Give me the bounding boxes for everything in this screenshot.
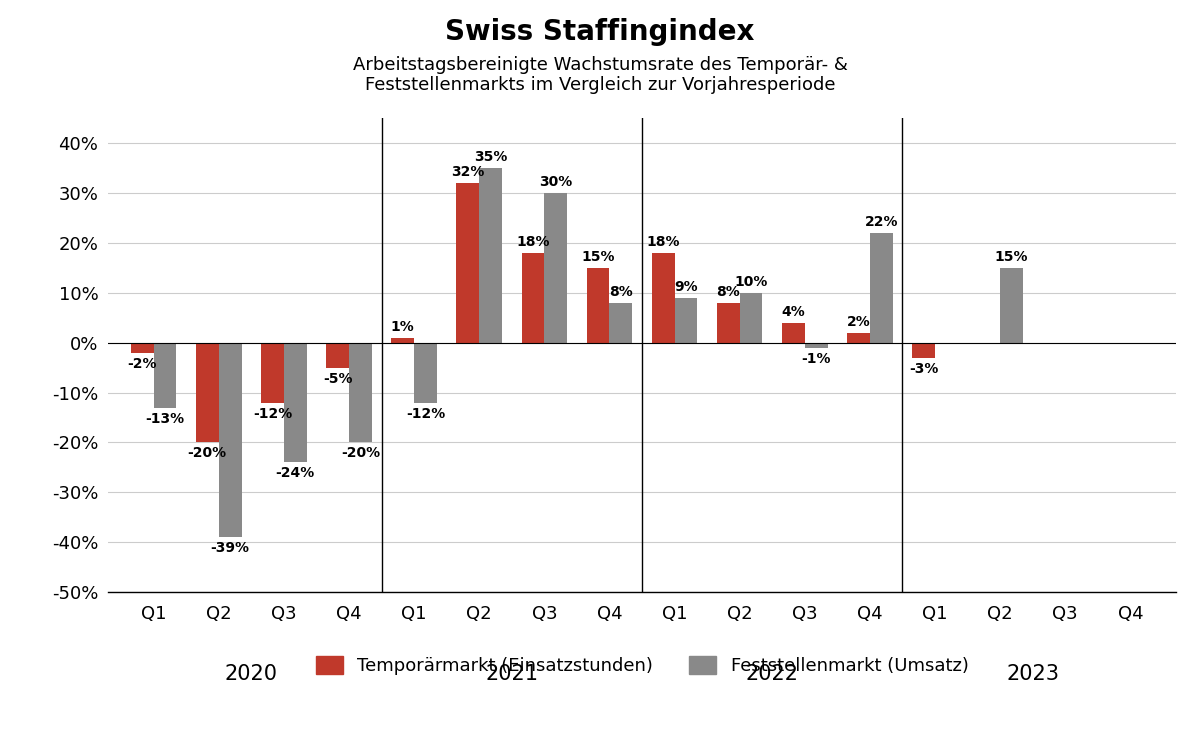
- Text: 9%: 9%: [674, 280, 697, 294]
- Bar: [912, 343, 935, 357]
- Bar: [196, 343, 218, 443]
- Text: -20%: -20%: [187, 446, 227, 460]
- Text: 2021: 2021: [485, 665, 539, 684]
- Bar: [131, 343, 154, 353]
- Text: 22%: 22%: [864, 215, 898, 229]
- Bar: [674, 298, 697, 343]
- Bar: [154, 343, 176, 408]
- Bar: [805, 343, 828, 348]
- Bar: [391, 337, 414, 343]
- Bar: [716, 303, 739, 343]
- Text: Swiss Staffingindex: Swiss Staffingindex: [445, 18, 755, 47]
- Bar: [1000, 268, 1022, 343]
- Bar: [479, 168, 502, 343]
- Text: Arbeitstagsbereinigte Wachstumsrate des Temporär- &
Feststellenmarkts im Verglei: Arbeitstagsbereinigte Wachstumsrate des …: [353, 56, 847, 94]
- Bar: [414, 343, 437, 403]
- Text: -1%: -1%: [802, 352, 830, 366]
- Bar: [652, 253, 674, 343]
- Text: 18%: 18%: [647, 235, 680, 249]
- Text: 15%: 15%: [995, 250, 1028, 264]
- Text: 2023: 2023: [1007, 665, 1060, 684]
- Bar: [782, 323, 805, 343]
- Bar: [739, 293, 762, 343]
- Text: -5%: -5%: [323, 371, 353, 386]
- Bar: [610, 303, 632, 343]
- Bar: [349, 343, 372, 443]
- Text: -39%: -39%: [211, 541, 250, 555]
- Text: -12%: -12%: [253, 406, 292, 420]
- Text: -24%: -24%: [276, 466, 314, 480]
- Bar: [326, 343, 349, 368]
- Bar: [456, 184, 479, 343]
- Bar: [847, 333, 870, 343]
- Bar: [545, 193, 568, 343]
- Text: 8%: 8%: [608, 285, 632, 299]
- Text: -2%: -2%: [127, 357, 157, 371]
- Text: 1%: 1%: [391, 320, 414, 334]
- Text: 35%: 35%: [474, 150, 508, 164]
- Text: 10%: 10%: [734, 275, 768, 289]
- Text: -12%: -12%: [406, 406, 445, 420]
- Text: -13%: -13%: [145, 411, 185, 426]
- Text: 4%: 4%: [781, 305, 805, 319]
- Text: 2020: 2020: [224, 665, 277, 684]
- Text: 8%: 8%: [716, 285, 740, 299]
- Legend: Temporärmarkt (Einsatzstunden), Feststellenmarkt (Umsatz): Temporärmarkt (Einsatzstunden), Feststel…: [308, 649, 976, 682]
- Bar: [587, 268, 610, 343]
- Bar: [284, 343, 307, 462]
- Text: 18%: 18%: [516, 235, 550, 249]
- Text: 30%: 30%: [539, 175, 572, 189]
- Text: 2022: 2022: [745, 665, 799, 684]
- Text: 32%: 32%: [451, 165, 485, 179]
- Text: -3%: -3%: [908, 362, 938, 376]
- Text: -20%: -20%: [341, 446, 380, 460]
- Text: 2%: 2%: [847, 314, 870, 329]
- Bar: [870, 233, 893, 343]
- Bar: [262, 343, 284, 403]
- Bar: [522, 253, 545, 343]
- Bar: [218, 343, 241, 537]
- Text: 15%: 15%: [581, 250, 614, 264]
